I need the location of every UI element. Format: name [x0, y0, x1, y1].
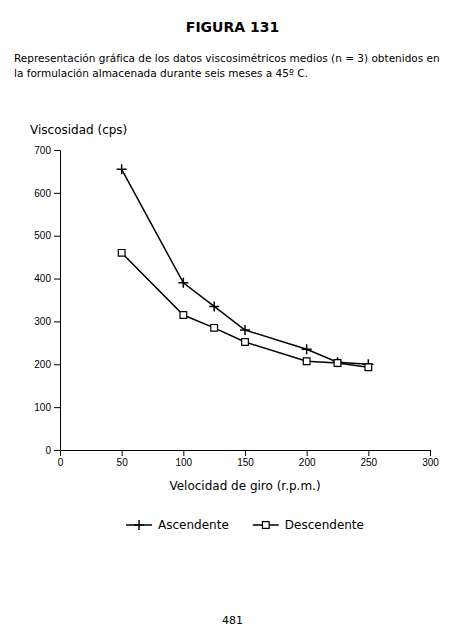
- tick-label: 600: [34, 188, 51, 199]
- tick-label: 250: [360, 457, 377, 468]
- x-axis: 0 50 100 150 200 250 300: [58, 450, 440, 468]
- subtitle: Representación gráfica de los datos visc…: [14, 52, 440, 64]
- tick: 700: [34, 145, 60, 156]
- tick: 300: [422, 450, 439, 468]
- point-group: [333, 357, 343, 367]
- tick-label: 300: [422, 457, 439, 468]
- tick-label: 300: [34, 316, 51, 327]
- point: [118, 250, 125, 257]
- tick-label: 100: [34, 402, 51, 413]
- legend: Ascendente Descendente: [126, 518, 364, 532]
- y-axis: 0 100 200 300 400 500 600 700: [34, 145, 60, 456]
- tick: 500: [34, 230, 60, 241]
- tick: 0: [58, 450, 64, 468]
- legend-symbol: [134, 520, 144, 530]
- tick-mark: [183, 450, 184, 456]
- tick-mark: [54, 364, 60, 365]
- point: [180, 312, 187, 319]
- line: [122, 169, 369, 364]
- legend-item: Descendente: [253, 518, 364, 532]
- axis-line: [61, 451, 431, 457]
- point: [240, 325, 250, 335]
- point-group: [303, 358, 310, 365]
- point: [178, 278, 188, 288]
- subtitle: la formulación almacenada durante seis m…: [14, 67, 308, 79]
- point: [211, 325, 218, 332]
- series: [117, 164, 374, 369]
- line: [122, 253, 369, 367]
- tick-mark: [54, 236, 60, 237]
- point-group: [178, 278, 188, 288]
- tick-mark: [430, 450, 431, 456]
- point-group: [365, 364, 372, 371]
- point: [242, 339, 249, 346]
- tick: 400: [34, 273, 60, 284]
- plot: 0 50 100 150 200 250 300 0 100 200 300 400 500 600 700: [34, 145, 439, 468]
- tick: 200: [34, 359, 60, 370]
- x-axis-label: Velocidad de giro (r.p.m.): [169, 479, 320, 493]
- tick-label: 50: [117, 457, 129, 468]
- point: [333, 357, 343, 367]
- legend-label: Ascendente: [158, 518, 229, 532]
- point-group: [240, 325, 250, 335]
- tick: 600: [34, 188, 60, 199]
- legend-symbol: [262, 522, 269, 529]
- tick: 300: [34, 316, 60, 327]
- point-group: [117, 164, 127, 174]
- point: [117, 164, 127, 174]
- tick-label: 0: [45, 445, 51, 456]
- tick: 100: [175, 450, 192, 468]
- tick-mark: [54, 407, 60, 408]
- legend-item: Ascendente: [126, 518, 229, 532]
- tick-mark: [54, 321, 60, 322]
- title: FIGURA 131: [186, 19, 279, 35]
- tick-label: 700: [34, 145, 51, 156]
- point-group: [118, 250, 125, 257]
- data: [117, 164, 374, 370]
- chart: FIGURA 131 Representación gráfica de los …: [0, 0, 465, 640]
- point-group: [209, 301, 219, 311]
- point-group: [334, 360, 341, 367]
- tick-mark: [245, 450, 246, 456]
- series: [118, 250, 371, 371]
- tick-mark: [54, 450, 60, 451]
- tick: 150: [237, 450, 254, 468]
- point: [303, 358, 310, 365]
- tick-mark: [368, 450, 369, 456]
- tick: 100: [34, 402, 60, 413]
- point-group: [180, 312, 187, 319]
- point-group: [211, 325, 218, 332]
- tick-label: 200: [299, 457, 316, 468]
- tick-mark: [54, 150, 60, 151]
- point-group: [242, 339, 249, 346]
- tick-mark: [54, 279, 60, 280]
- y-axis-label: Viscosidad (cps): [30, 123, 127, 137]
- point: [302, 344, 312, 354]
- tick-label: 200: [34, 359, 51, 370]
- annotation: 481: [222, 614, 243, 627]
- tick-label: 100: [175, 457, 192, 468]
- tick-mark: [307, 450, 308, 456]
- tick-mark: [54, 193, 60, 194]
- tick: 250: [360, 450, 377, 468]
- legend-marker: [262, 522, 269, 529]
- tick-mark: [122, 450, 123, 456]
- axis-line: [54, 151, 61, 451]
- point: [365, 364, 372, 371]
- point-group: [302, 344, 312, 354]
- tick-label: 400: [34, 273, 51, 284]
- point: [334, 360, 341, 367]
- tick: 200: [299, 450, 316, 468]
- tick-label: 0: [58, 457, 64, 468]
- tick: 0: [45, 445, 60, 456]
- tick-label: 150: [237, 457, 254, 468]
- point: [209, 301, 219, 311]
- legend-marker: [134, 520, 144, 530]
- tick: 50: [117, 450, 129, 468]
- legend-label: Descendente: [285, 518, 364, 532]
- tick-label: 500: [34, 230, 51, 241]
